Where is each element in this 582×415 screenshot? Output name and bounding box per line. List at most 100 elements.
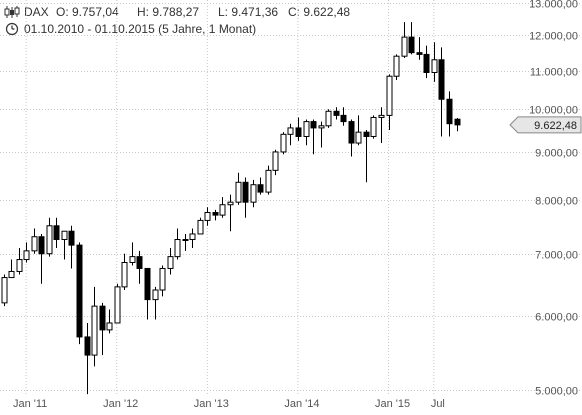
candle	[370, 115, 377, 139]
clock-icon	[5, 22, 19, 36]
candle	[295, 117, 302, 141]
candle-body-down	[136, 256, 143, 269]
candle-body-up	[182, 239, 189, 242]
candle-body-down	[310, 121, 317, 129]
candle	[38, 233, 45, 284]
candle	[182, 233, 189, 251]
candle	[386, 74, 393, 131]
candle-body-up	[159, 267, 166, 291]
candle-body-up	[318, 125, 325, 129]
candle	[265, 165, 272, 195]
candle	[159, 265, 166, 297]
candle-body-down	[68, 230, 75, 246]
candle	[136, 250, 143, 284]
candle-body-up	[227, 201, 234, 206]
candle	[16, 247, 23, 275]
candle	[91, 286, 98, 367]
candle-body-down	[348, 121, 355, 144]
candle-body-down	[423, 53, 430, 74]
y-tick-label: 9.000,00	[535, 148, 578, 160]
candle	[340, 107, 347, 126]
candle-body-up	[114, 286, 121, 324]
candle	[235, 172, 242, 205]
candle-body-up	[61, 230, 68, 241]
candle	[23, 242, 30, 263]
candle	[454, 117, 461, 132]
candle	[76, 242, 83, 345]
current-price-tag-shape	[509, 116, 582, 134]
candle-body-down	[257, 184, 264, 193]
candle-body-down	[144, 267, 151, 301]
candle	[318, 121, 325, 148]
y-tick-label: 10.000,00	[529, 105, 578, 117]
candle-body-up	[23, 250, 30, 261]
candle-body-up	[167, 256, 174, 269]
candle-body-down	[408, 36, 415, 54]
candle-body-down	[53, 225, 60, 241]
candle	[310, 119, 317, 155]
candle	[242, 177, 249, 218]
candle-body-up	[280, 133, 287, 153]
candle-body-up	[219, 204, 226, 216]
candle-body-up	[152, 289, 159, 301]
candle	[219, 197, 226, 218]
candle	[257, 177, 264, 195]
candle-body-down	[38, 236, 45, 255]
candle-body-up	[401, 36, 408, 57]
x-tick-label: Jan '15	[375, 398, 410, 410]
candle-body-up	[235, 181, 242, 203]
candle	[333, 107, 340, 120]
grid	[0, 0, 582, 395]
candle	[227, 194, 234, 232]
candle-body-up	[106, 322, 113, 331]
candle	[408, 22, 415, 55]
y-tick-label: 6.000,00	[535, 312, 578, 324]
current-price-label: 9.622,48	[534, 120, 577, 132]
high-value: H: 9.788,27	[137, 5, 199, 19]
y-tick-label: 5.000,00	[535, 386, 578, 398]
candle	[1, 274, 8, 307]
y-tick-label: 13.000,00	[529, 0, 578, 11]
candle	[280, 132, 287, 155]
x-tick-label: Jan '13	[194, 398, 229, 410]
candle-body-down	[295, 127, 302, 137]
candle	[152, 286, 159, 320]
close-value: C: 9.622,48	[288, 5, 350, 19]
chart-header: DAX O: 9.757,04 H: 9.788,27 L: 9.471,36 …	[4, 5, 350, 36]
candle	[204, 207, 211, 226]
y-tick-label: 12.000,00	[529, 31, 578, 43]
candle	[197, 217, 204, 235]
x-axis-labels: Jan '11 Jan '12 Jan '13 Jan '14 Jan '15 Jul	[13, 398, 445, 410]
candle	[348, 119, 355, 157]
candle	[84, 322, 91, 395]
candle	[378, 107, 385, 144]
candle-body-up	[287, 127, 294, 135]
candle-body-up	[129, 256, 136, 263]
candle	[250, 179, 257, 208]
candle-body-up	[355, 131, 362, 144]
candle	[212, 209, 219, 221]
candle	[114, 283, 121, 324]
candle-body-up	[250, 184, 257, 203]
candle-body-up	[121, 261, 128, 288]
period-label: 01.10.2010 - 01.10.2015 (5 Jahre, 1 Mona…	[24, 22, 256, 36]
candle	[121, 253, 128, 291]
candle	[446, 91, 453, 137]
candle-body-up	[197, 219, 204, 235]
candlestick-icon	[4, 6, 20, 18]
instrument-name: DAX	[24, 5, 49, 19]
candle-body-up	[1, 277, 8, 304]
candle-body-up	[174, 239, 181, 258]
candle	[355, 115, 362, 146]
candle-body-down	[242, 181, 249, 203]
candle-body-up	[393, 55, 400, 77]
candle-body-up	[272, 151, 279, 171]
candle-body-up	[16, 259, 23, 272]
candle-body-up	[325, 110, 332, 127]
candle	[431, 42, 438, 82]
candle	[416, 37, 423, 60]
candle	[287, 123, 294, 146]
candle	[167, 247, 174, 275]
candle	[144, 267, 151, 320]
y-tick-label: 8.000,00	[535, 196, 578, 208]
